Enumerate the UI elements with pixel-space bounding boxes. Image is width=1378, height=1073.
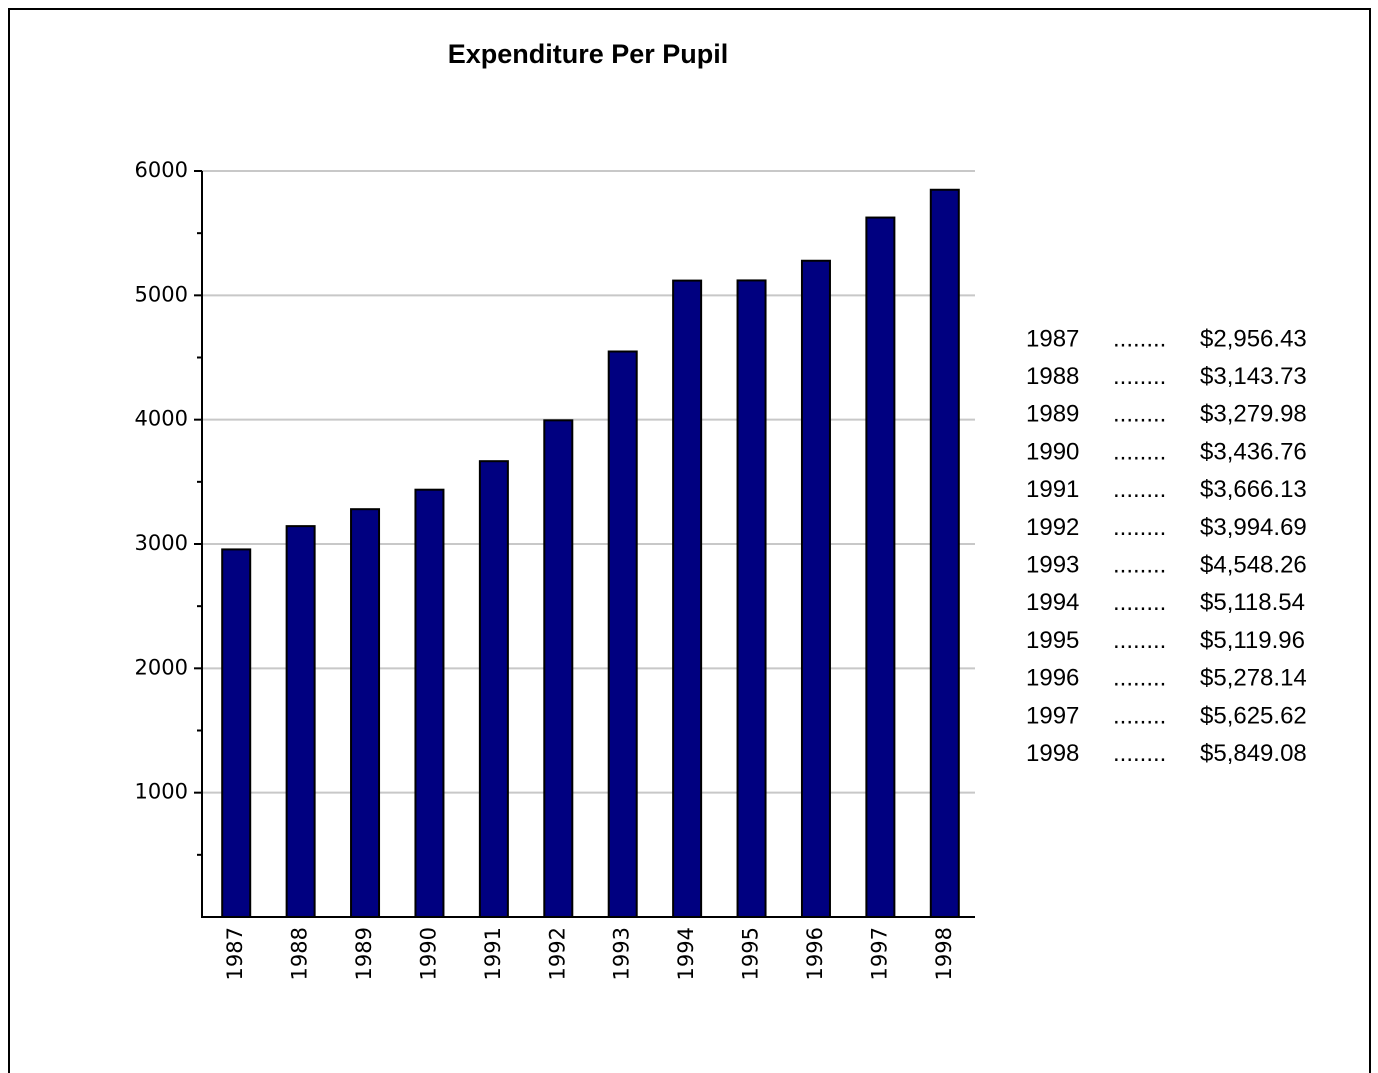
list-separator: ........ xyxy=(1113,702,1166,729)
list-separator: ........ xyxy=(1113,514,1166,541)
list-separator: ........ xyxy=(1113,363,1166,390)
bar xyxy=(736,279,767,918)
list-year: 1994 xyxy=(1026,589,1079,616)
list-separator: ........ xyxy=(1113,438,1166,465)
x-tick-label: 1990 xyxy=(416,927,440,980)
list-separator: ........ xyxy=(1113,589,1166,616)
list-separator: ........ xyxy=(1113,665,1166,692)
list-value: $3,143.73 xyxy=(1200,363,1307,390)
x-tick-label: 1994 xyxy=(674,927,698,980)
x-tick-label: 1995 xyxy=(739,927,763,980)
list-value: $5,278.14 xyxy=(1200,665,1307,692)
bar xyxy=(800,259,831,918)
list-value: $3,994.69 xyxy=(1200,514,1307,541)
list-value: $5,625.62 xyxy=(1200,702,1307,729)
y-tick-label: 4000 xyxy=(135,407,188,431)
list-separator: ........ xyxy=(1113,401,1166,428)
list-year: 1988 xyxy=(1026,363,1079,390)
list-value: $5,119.96 xyxy=(1200,627,1305,654)
list-value: $2,956.43 xyxy=(1200,325,1307,352)
list-year: 1989 xyxy=(1026,401,1079,428)
list-year: 1987 xyxy=(1026,325,1079,352)
bar xyxy=(929,188,960,918)
list-separator: ........ xyxy=(1113,627,1166,654)
bar xyxy=(543,419,574,918)
bar xyxy=(350,508,381,918)
x-tick-label: 1996 xyxy=(803,927,827,980)
y-tick-label: 2000 xyxy=(135,655,188,679)
y-tick-label: 3000 xyxy=(135,531,188,555)
list-separator: ........ xyxy=(1113,552,1166,579)
x-tick-label: 1992 xyxy=(545,927,569,980)
bar xyxy=(221,548,252,918)
y-tick-label: 5000 xyxy=(135,282,188,306)
list-separator: ........ xyxy=(1113,740,1166,767)
y-tick-label: 1000 xyxy=(135,780,188,804)
list-year: 1990 xyxy=(1026,438,1079,465)
x-tick-label: 1993 xyxy=(610,927,634,980)
list-year: 1998 xyxy=(1026,740,1079,767)
bar xyxy=(285,525,316,918)
x-tick-label: 1991 xyxy=(481,927,505,980)
list-separator: ........ xyxy=(1113,325,1166,352)
bar xyxy=(414,488,445,918)
list-value: $5,849.08 xyxy=(1200,740,1307,767)
bar xyxy=(478,460,509,918)
x-tick-label: 1997 xyxy=(867,927,891,980)
list-year: 1997 xyxy=(1026,702,1079,729)
list-value: $4,548.26 xyxy=(1200,552,1307,579)
chart-title: Expenditure Per Pupil xyxy=(448,39,729,69)
bar xyxy=(865,216,896,918)
bar xyxy=(607,350,638,918)
list-year: 1992 xyxy=(1026,514,1079,541)
list-year: 1996 xyxy=(1026,665,1079,692)
x-tick-label: 1987 xyxy=(223,927,247,980)
x-tick-label: 1989 xyxy=(352,927,376,980)
bar xyxy=(672,279,703,918)
list-value: $3,436.76 xyxy=(1200,438,1307,465)
y-tick-label: 6000 xyxy=(135,158,188,182)
list-value: $5,118.54 xyxy=(1200,589,1305,616)
list-value: $3,279.98 xyxy=(1200,401,1307,428)
list-value: $3,666.13 xyxy=(1200,476,1307,503)
x-tick-label: 1988 xyxy=(288,927,312,980)
list-year: 1991 xyxy=(1026,476,1079,503)
list-year: 1993 xyxy=(1026,552,1079,579)
x-tick-label: 1998 xyxy=(932,927,956,980)
list-separator: ........ xyxy=(1113,476,1166,503)
list-year: 1995 xyxy=(1026,627,1079,654)
